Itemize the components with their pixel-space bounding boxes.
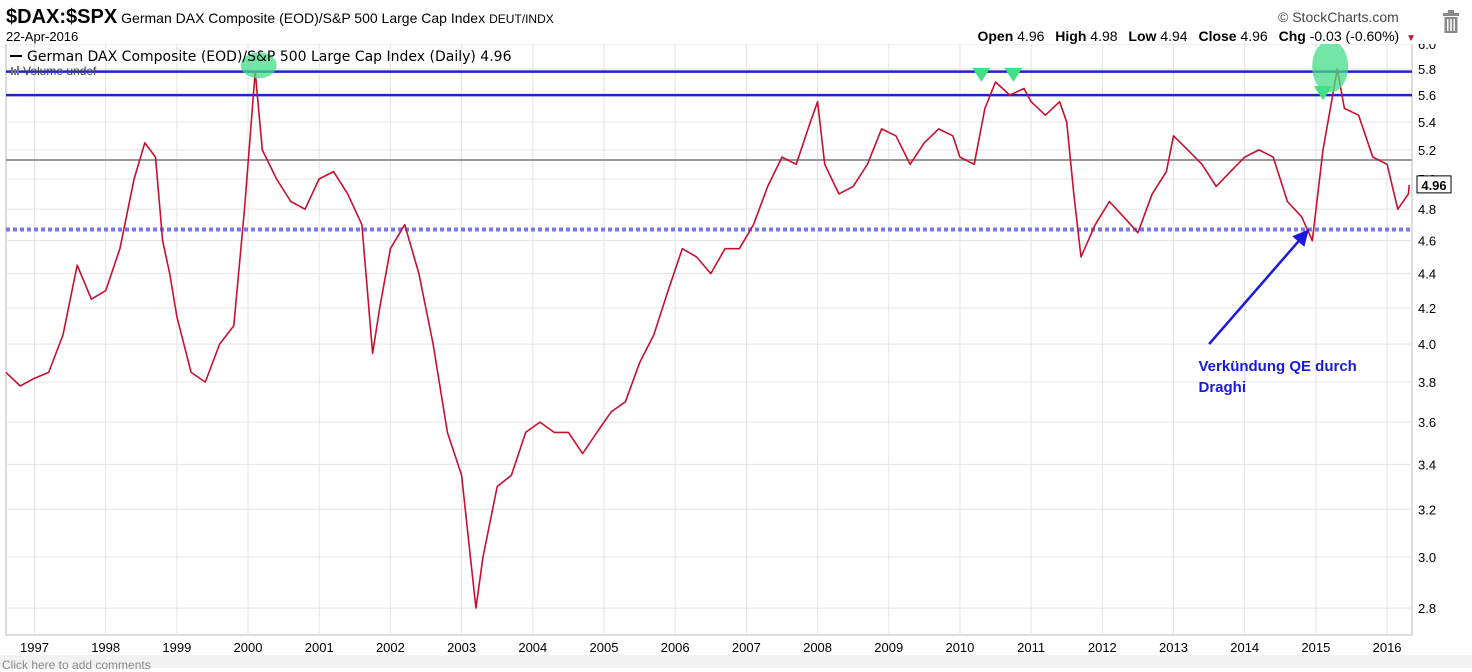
close-label: Close xyxy=(1198,28,1237,44)
symbol-ticker: $DAX:$SPX xyxy=(6,6,118,28)
highlight-triangle xyxy=(1314,86,1333,101)
x-tick-label: 2006 xyxy=(661,640,690,655)
x-tick-label: 2000 xyxy=(234,640,263,655)
comments-bar[interactable]: Click here to add comments xyxy=(0,655,1472,672)
y-tick-label: 3.8 xyxy=(1418,375,1436,390)
x-tick-label: 2013 xyxy=(1159,640,1188,655)
highlight-circle xyxy=(240,52,277,79)
y-tick-label: 4.4 xyxy=(1418,267,1436,282)
chg-value: -0.03 (-0.60%) xyxy=(1309,28,1400,44)
x-tick-label: 2003 xyxy=(447,640,476,655)
x-tick-label: 2015 xyxy=(1301,640,1330,655)
brand-name: StockCharts.com xyxy=(1292,9,1399,25)
annotation-text-line1: Verkündung QE durch xyxy=(1199,358,1357,375)
y-tick-label: 3.4 xyxy=(1418,457,1436,472)
y-tick-label: 4.8 xyxy=(1418,202,1436,217)
price-line xyxy=(5,68,1410,609)
chart-header: $DAX:$SPX German DAX Composite (EOD)/S&P … xyxy=(0,0,1472,46)
y-tick-label: 3.6 xyxy=(1418,415,1436,430)
x-tick-label: 2007 xyxy=(732,640,761,655)
x-tick-label: 2005 xyxy=(590,640,619,655)
ohlc-readout: Open 4.96 High 4.98 Low 4.94 Close 4.96 … xyxy=(970,28,1416,44)
comments-link[interactable]: Click here to add comments xyxy=(2,658,151,672)
x-tick-label: 2010 xyxy=(945,640,974,655)
high-value: 4.98 xyxy=(1090,28,1118,44)
y-tick-label: 4.2 xyxy=(1418,301,1436,316)
last-value-box xyxy=(1416,175,1452,194)
y-tick-label: 5.4 xyxy=(1418,115,1436,130)
x-tick-label: 2011 xyxy=(1017,640,1045,655)
x-tick-label: 1999 xyxy=(162,640,191,655)
x-tick-label: 1998 xyxy=(91,640,120,655)
y-tick-label: 5.2 xyxy=(1418,143,1436,158)
x-tick-label: 2012 xyxy=(1088,640,1117,655)
x-tick-label: 2016 xyxy=(1373,640,1402,655)
symbol-description: German DAX Composite (EOD)/S&P 500 Large… xyxy=(121,10,486,26)
brand-label[interactable]: © StockCharts.com xyxy=(1278,9,1399,25)
chg-label: Chg xyxy=(1278,28,1306,44)
x-tick-label: 2001 xyxy=(305,640,334,655)
highlight-ellipse xyxy=(1312,44,1349,93)
trash-icon[interactable] xyxy=(1440,8,1462,34)
x-tick-label: 2004 xyxy=(518,640,547,655)
price-chart: 1997 1998 1999 2000 2001 2002 2003 2004 2005 2006… xyxy=(5,44,1452,655)
y-tick-label: 4.6 xyxy=(1418,234,1436,249)
last-value-label: 4.96 xyxy=(1421,178,1446,193)
legend-volume: Volume undef xyxy=(23,64,97,78)
y-tick-label: 5.6 xyxy=(1418,88,1436,103)
x-tick-label: 1997 xyxy=(20,640,49,655)
x-tick-label: 2014 xyxy=(1230,640,1259,655)
highlight-triangle xyxy=(972,67,991,82)
close-value: 4.96 xyxy=(1240,28,1268,44)
open-value: 4.96 xyxy=(1017,28,1045,44)
legend-series: German DAX Composite (EOD)/S&P 500 Large… xyxy=(27,49,512,65)
low-label: Low xyxy=(1128,28,1157,44)
y-tick-label: 4.0 xyxy=(1418,337,1436,352)
open-label: Open xyxy=(977,28,1014,44)
y-tick-label: 5.8 xyxy=(1418,62,1436,77)
annotation-arrowhead xyxy=(1292,229,1309,247)
x-tick-label: 2002 xyxy=(376,640,405,655)
volume-icon xyxy=(17,66,19,75)
x-tick-label: 2008 xyxy=(803,640,832,655)
annotation-arrow xyxy=(1208,228,1310,345)
low-value: 4.94 xyxy=(1160,28,1188,44)
y-tick-label: 2.8 xyxy=(1418,601,1436,616)
volume-icon xyxy=(11,67,13,75)
symbol-exchange: DEUT/INDX xyxy=(489,12,554,26)
plot-frame xyxy=(5,44,1413,636)
high-label: High xyxy=(1055,28,1087,44)
annotation-text-line2: Draghi xyxy=(1199,379,1247,396)
symbol-title: $DAX:$SPX German DAX Composite (EOD)/S&P … xyxy=(6,6,554,29)
volume-icon xyxy=(14,69,16,75)
y-tick-label: 3.2 xyxy=(1418,502,1436,517)
y-tick-label: 3.0 xyxy=(1418,550,1436,565)
dropdown-arrow-icon[interactable]: ▼ xyxy=(1406,33,1416,44)
highlight-triangle xyxy=(1004,67,1023,82)
y-tick-label: 6.0 xyxy=(1418,44,1436,52)
x-tick-label: 2009 xyxy=(874,640,903,655)
chart-date: 22-Apr-2016 xyxy=(6,29,79,44)
